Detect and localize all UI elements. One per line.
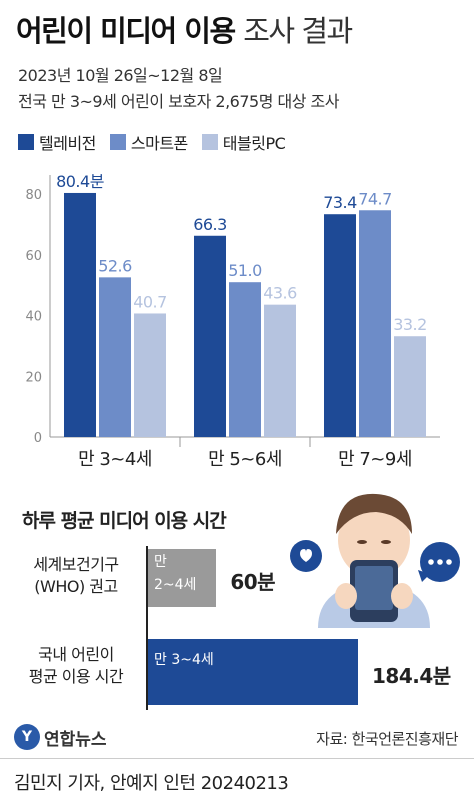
hbar-korea-value: 184.4분: [372, 664, 451, 688]
logo: Y 연합뉴스: [14, 724, 107, 750]
bar-1-0: [194, 235, 226, 437]
title-rest: 조사 결과: [243, 14, 353, 48]
subtitle-survey: 전국 만 3~9세 어린이 보호자 2,675명 대상 조사: [18, 92, 339, 111]
bar-value-label: 74.7: [358, 189, 392, 208]
legend-label-tv: 텔레비전: [39, 134, 96, 153]
y-tick-label: 80: [25, 188, 42, 203]
bar-value-label: 73.4: [323, 193, 357, 212]
hbar-axis-line: [146, 546, 148, 710]
bar-0-2: [134, 313, 166, 437]
source-note: 자료: 한국언론진흥재단: [316, 730, 458, 748]
row-label-korea-line1: 국내 어린이: [38, 645, 114, 664]
legend-item-smartphone: 스마트폰: [109, 130, 188, 154]
bar-value-label: 80.4분: [56, 172, 104, 191]
logo-mark-icon: Y: [14, 724, 40, 750]
logo-text: 연합뉴스: [44, 729, 107, 750]
legend-swatch-tablet: [201, 134, 218, 150]
bar-value-label: 33.2: [393, 315, 427, 334]
hbar-korea-line1: 만 3~4세: [154, 652, 214, 668]
hbar-who: 만 2~4세: [148, 549, 217, 607]
legend-item-tablet: 태블릿PC: [201, 130, 286, 154]
footer: 김민지 기자, 안예지 인턴 20240213: [0, 758, 474, 805]
hbar-who-value: 60분: [230, 570, 276, 594]
bar-0-1: [99, 277, 131, 437]
child-with-phone-illustration: [290, 493, 460, 628]
row-label-korea-line2: 평균 이용 시간: [28, 667, 124, 686]
y-tick-label: 0: [34, 431, 42, 446]
y-tick-label: 60: [25, 249, 42, 264]
y-tick-label: 20: [25, 370, 42, 385]
bar-2-1: [359, 210, 391, 437]
legend-item-tv: 텔레비전: [18, 130, 96, 154]
y-tick-label: 40: [25, 310, 42, 325]
title-main: 어린이 미디어 이용: [16, 14, 236, 48]
row-label-who-line2: (WHO) 권고: [34, 577, 118, 596]
legend-swatch-tv: [18, 134, 34, 150]
legend: 텔레비전 스마트폰 태블릿PC: [18, 130, 286, 154]
row-label-who-line1: 세계보건기구: [33, 555, 119, 574]
credit: 김민지 기자, 안예지 인턴 20240213: [14, 773, 289, 794]
bar-value-label: 43.6: [263, 284, 297, 303]
subtitle-dates: 2023년 10월 26일~12월 8일: [18, 66, 223, 85]
x-category-label: 만 5~6세: [208, 449, 282, 470]
bar-2-0: [324, 214, 356, 437]
bar-value-label: 51.0: [228, 261, 262, 280]
bar-chart: 0 20 40 60 80 80.4분 52.640.7 만 3~4세 66.3 51.043.6…: [25, 172, 440, 470]
section2-title: 하루 평균 미디어 이용 시간: [22, 510, 227, 532]
hbar-korea: 만 3~4세: [148, 639, 358, 705]
page-title: 어린이 미디어 이용 조사 결과: [16, 8, 353, 50]
bar-0-0: [64, 192, 96, 437]
bar-value-label: 40.7: [133, 292, 167, 311]
x-category-label: 만 7~9세: [338, 449, 412, 470]
legend-label-smartphone: 스마트폰: [130, 134, 188, 153]
bar-2-2: [394, 336, 426, 437]
hbar-who-line1: 만: [154, 554, 167, 570]
legend-label-tablet: 태블릿PC: [222, 134, 286, 153]
bar-1-1: [229, 282, 261, 437]
legend-swatch-smartphone: [109, 134, 126, 150]
row-label-who: 세계보건기구 (WHO) 권고: [14, 554, 138, 598]
hbar-who-line2: 2~4세: [154, 577, 197, 593]
bar-1-2: [264, 304, 296, 437]
x-category-label: 만 3~4세: [78, 449, 152, 470]
bar-value-label: 66.3: [193, 215, 227, 234]
bar-value-label: 52.6: [98, 256, 132, 275]
